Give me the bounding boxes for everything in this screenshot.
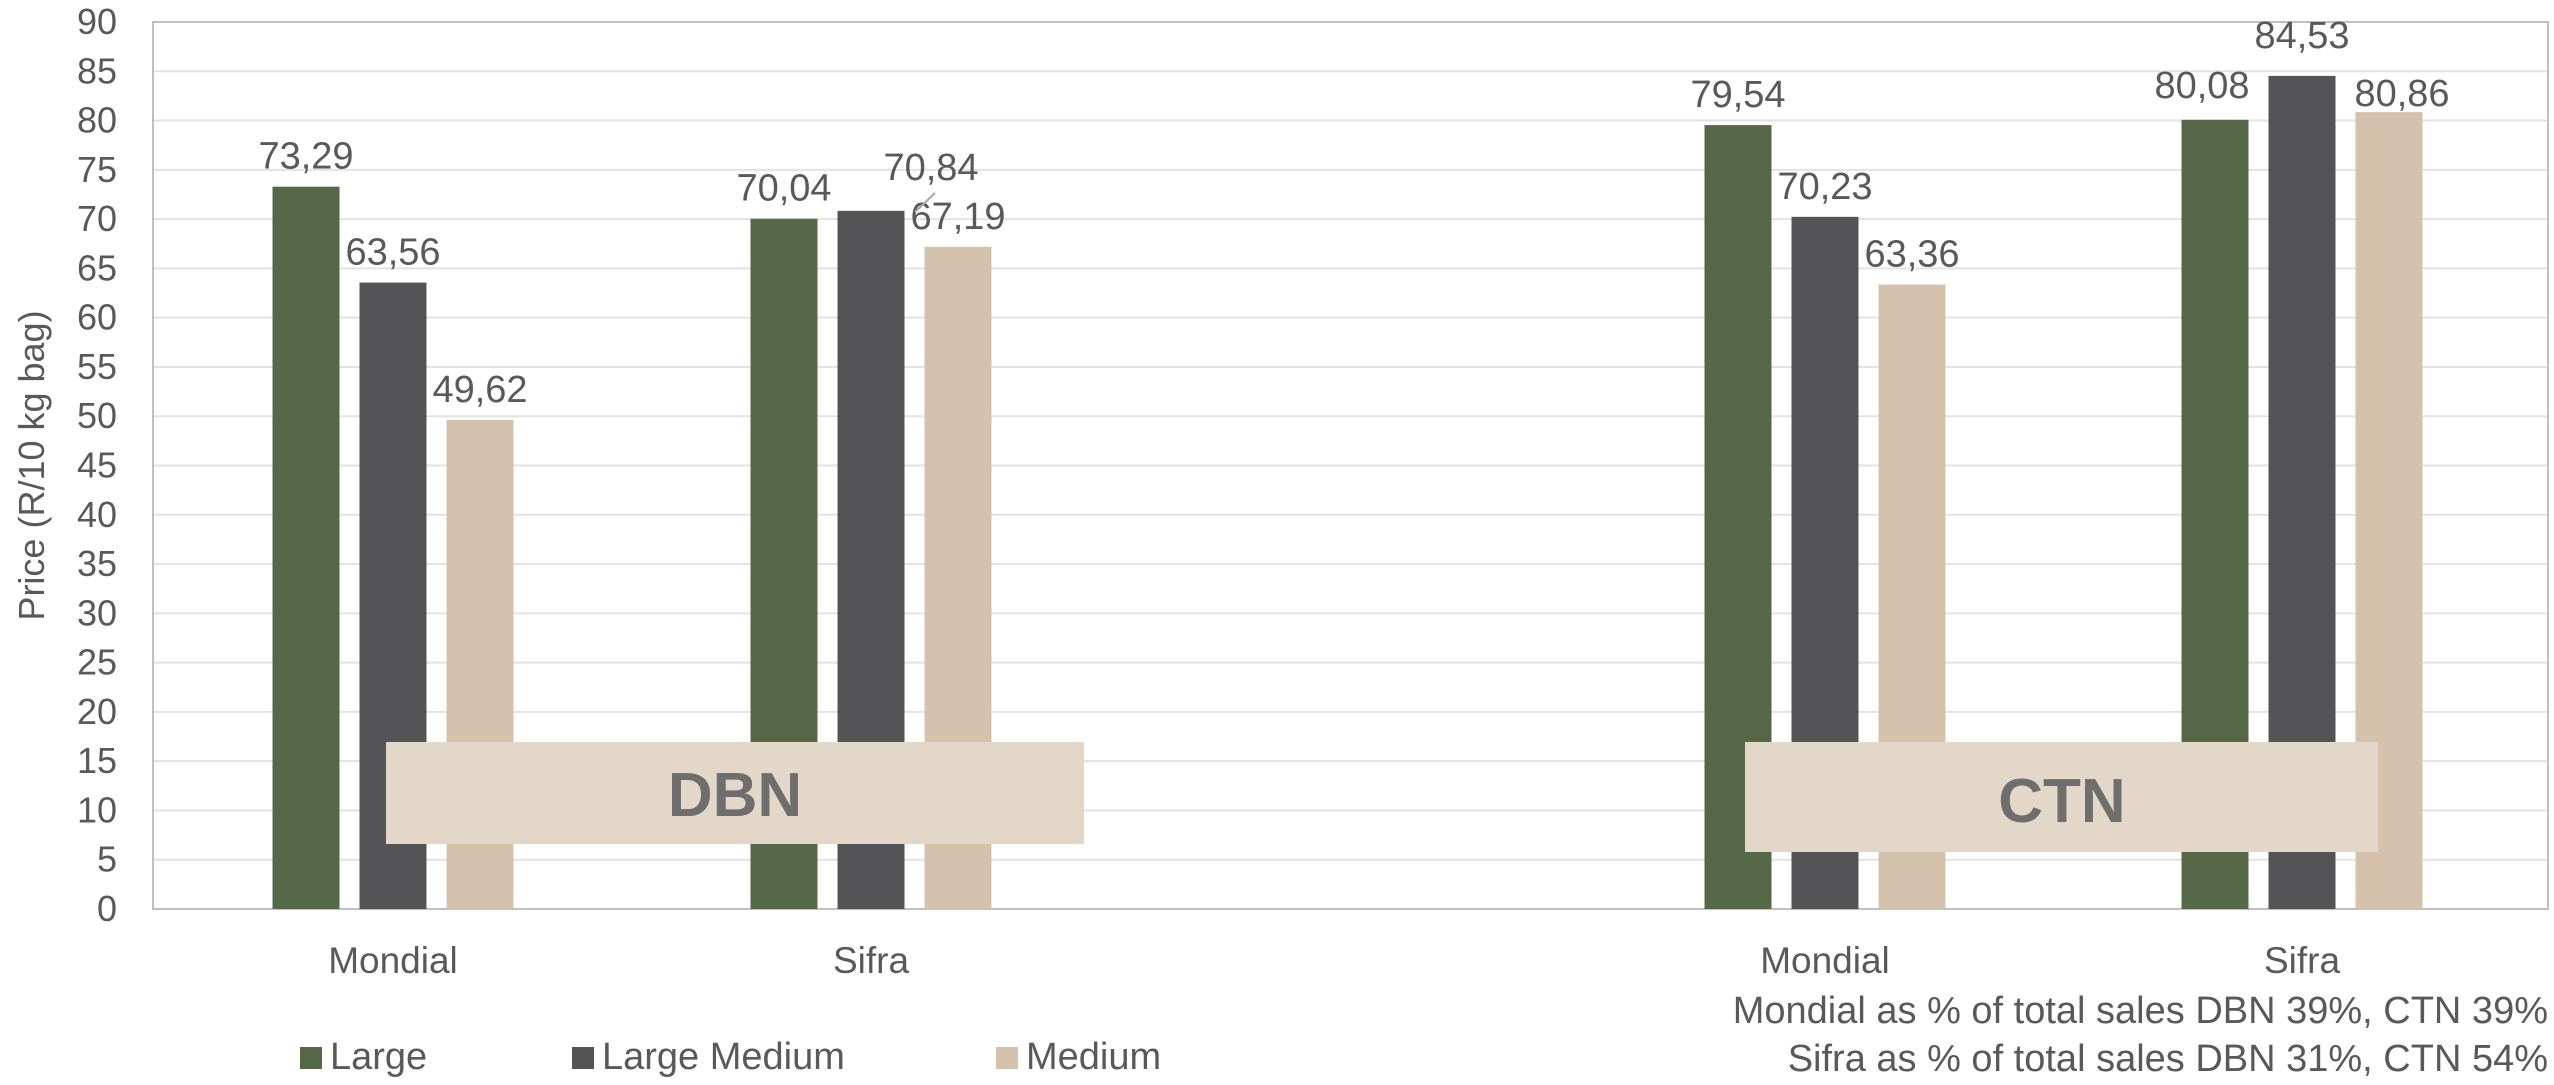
legend-label-medium: Medium — [1026, 1036, 1162, 1078]
data-label: 70,04 — [736, 168, 831, 210]
y-axis-ticks: 0 5 10 15 20 25 30 35 40 45 50 55 60 65 70 75 80 85 90 — [77, 1, 117, 929]
data-label: 70,84 — [883, 147, 978, 189]
bar — [272, 186, 340, 909]
y-tick-label: 80 — [77, 100, 117, 141]
y-tick-label: 0 — [97, 888, 117, 929]
leader-line — [914, 192, 936, 213]
gridlines — [152, 21, 2549, 910]
data-label: 73,29 — [258, 136, 353, 178]
y-tick-label: 40 — [77, 494, 117, 535]
y-tick-label: 25 — [77, 642, 117, 683]
bar-chart: 0 5 10 15 20 25 30 35 40 45 50 55 60 65 70 75 80 85 90 Pri… — [11, 1, 2549, 981]
y-tick-label: 5 — [97, 839, 117, 880]
group-boxes: DBN CTN — [386, 742, 2378, 852]
annotation-mondial-share: Mondial as % of total sales DBN 39%, CTN… — [1732, 990, 2548, 1032]
annotation-sifra-share: Sifra as % of total sales DBN 31%, CTN 5… — [1787, 1038, 2548, 1080]
group-box — [386, 742, 1084, 844]
data-label: 84,53 — [2254, 15, 2349, 57]
legend-swatch-large — [300, 1046, 322, 1069]
y-tick-label: 20 — [77, 691, 117, 732]
data-label: 70,23 — [1777, 166, 1872, 208]
y-tick-label: 75 — [77, 149, 117, 190]
group-label: CTN — [1998, 767, 2125, 836]
data-labels: 73,29 70,04 79,54 80,08 63,56 70,84 70,23 84,53… — [258, 15, 2449, 411]
legend-item-medium: Medium — [996, 1036, 1161, 1079]
y-tick-label: 30 — [77, 592, 117, 633]
data-label: 79,54 — [1690, 74, 1785, 116]
legend-label-large-medium: Large Medium — [602, 1036, 845, 1078]
data-label: 67,19 — [910, 196, 1005, 238]
legend-item-large: Large — [300, 1036, 427, 1079]
data-label: 63,36 — [1864, 234, 1959, 276]
bars — [272, 75, 2423, 910]
data-label: 80,08 — [2154, 65, 2249, 107]
data-label: 80,86 — [2354, 73, 2449, 115]
legend-item-large-medium: Large Medium — [572, 1036, 845, 1079]
y-tick-label: 10 — [77, 789, 117, 830]
legend-label-large: Large — [330, 1036, 428, 1078]
y-tick-label: 15 — [77, 740, 117, 781]
legend-swatch-large-medium — [572, 1046, 594, 1069]
y-tick-label: 65 — [77, 247, 117, 288]
category-label: Sifra — [2264, 940, 2341, 981]
y-axis-label: Price (R/10 kg bag) — [11, 310, 52, 620]
y-tick-label: 90 — [77, 1, 117, 42]
legend-swatch-medium — [996, 1046, 1018, 1069]
y-tick-label: 85 — [77, 50, 117, 91]
category-label: Sifra — [833, 940, 910, 981]
y-tick-label: 35 — [77, 543, 117, 584]
y-tick-label: 70 — [77, 198, 117, 239]
y-tick-label: 45 — [77, 445, 117, 486]
y-tick-label: 55 — [77, 346, 117, 387]
category-labels: Mondial Sifra Mondial Sifra — [328, 940, 2340, 981]
y-tick-label: 50 — [77, 395, 117, 436]
group-label: DBN — [668, 761, 802, 830]
data-label: 63,56 — [345, 232, 440, 274]
plot-frame — [152, 21, 2549, 910]
y-tick-label: 60 — [77, 297, 117, 338]
group-box — [1745, 742, 2378, 852]
category-label: Mondial — [1760, 940, 1890, 981]
data-label: 49,62 — [432, 369, 527, 411]
category-label: Mondial — [328, 940, 458, 981]
